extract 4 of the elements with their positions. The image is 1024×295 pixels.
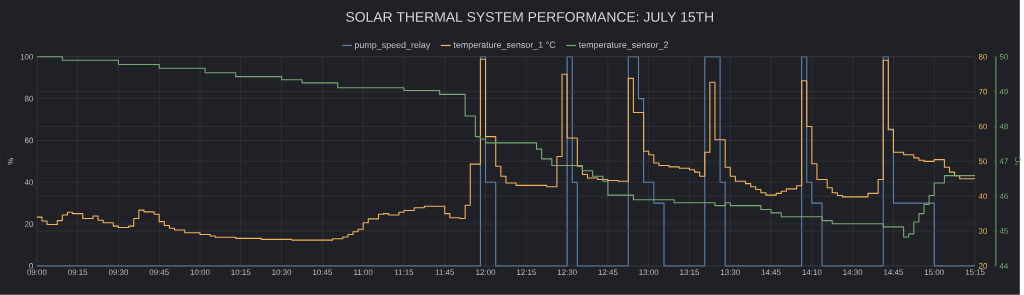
chart-title: SOLAR THERMAL SYSTEM PERFORMANCE: JULY 15TH xyxy=(346,12,714,22)
legend-label: pump_speed_relay xyxy=(354,41,431,50)
legend-label: temperature_sensor_2 xyxy=(578,41,669,50)
legend-label: temperature_sensor_1 °C xyxy=(453,41,556,50)
